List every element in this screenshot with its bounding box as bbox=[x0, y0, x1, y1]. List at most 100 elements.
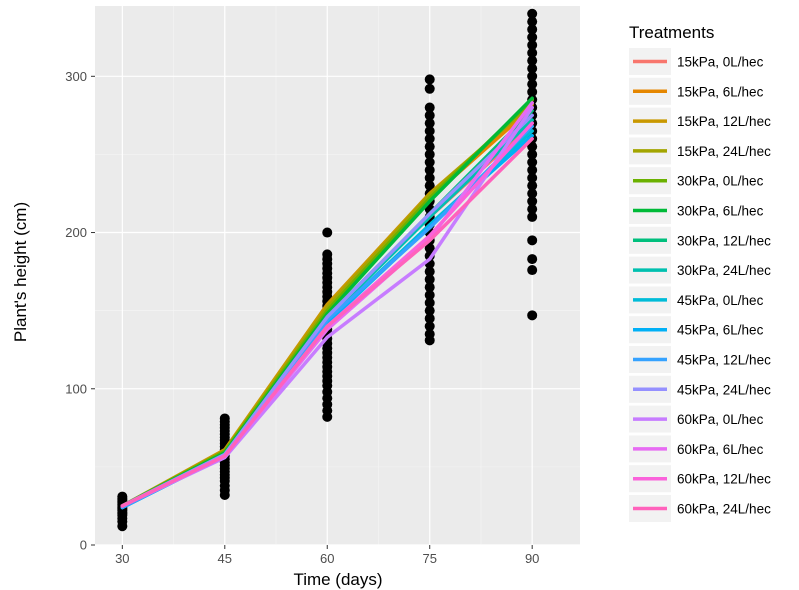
x-tick-label: 75 bbox=[422, 551, 436, 566]
observation-point bbox=[527, 180, 538, 191]
observation-point bbox=[527, 24, 538, 35]
legend-item: 60kPa, 12L/hec bbox=[629, 465, 771, 493]
observation-point bbox=[424, 274, 435, 285]
observation-point bbox=[424, 157, 435, 168]
observation-point bbox=[424, 266, 435, 277]
legend-label: 15kPa, 24L/hec bbox=[677, 144, 771, 159]
legend-item: 15kPa, 12L/hec bbox=[629, 107, 771, 135]
legend-label: 30kPa, 12L/hec bbox=[677, 233, 771, 248]
x-tick-label: 90 bbox=[525, 551, 539, 566]
legend-item: 45kPa, 0L/hec bbox=[629, 286, 764, 314]
x-tick-label: 45 bbox=[218, 551, 232, 566]
observation-point bbox=[527, 188, 538, 199]
observation-point bbox=[424, 165, 435, 176]
legend-item: 45kPa, 12L/hec bbox=[629, 346, 771, 373]
observation-point bbox=[527, 235, 538, 246]
legend-item: 15kPa, 0L/hec bbox=[629, 48, 764, 75]
legend-label: 15kPa, 0L/hec bbox=[677, 55, 764, 70]
observation-point bbox=[424, 149, 435, 160]
legend-item: 30kPa, 24L/hec bbox=[629, 256, 771, 284]
observation-point bbox=[424, 180, 435, 191]
panel-background bbox=[95, 6, 580, 545]
observation-point bbox=[527, 40, 538, 51]
x-tick-label: 60 bbox=[320, 551, 334, 566]
legend-label: 30kPa, 24L/hec bbox=[677, 263, 771, 278]
observation-point bbox=[424, 297, 435, 308]
y-tick-label: 300 bbox=[65, 69, 87, 84]
observation-point bbox=[527, 63, 538, 74]
observation-point bbox=[219, 413, 230, 424]
observation-point bbox=[424, 290, 435, 301]
observation-point bbox=[424, 74, 435, 85]
series-line bbox=[120, 137, 534, 508]
observation-point bbox=[527, 204, 538, 215]
x-tick-label: 30 bbox=[115, 551, 129, 566]
legend-label: 15kPa, 6L/hec bbox=[677, 84, 764, 99]
legend-label: 45kPa, 6L/hec bbox=[677, 323, 764, 338]
observation-point bbox=[424, 243, 435, 254]
legend-item: 15kPa, 6L/hec bbox=[629, 77, 764, 105]
observation-point bbox=[424, 102, 435, 113]
observation-point bbox=[527, 254, 538, 265]
legend-label: 60kPa, 24L/hec bbox=[677, 502, 771, 517]
observation-point bbox=[527, 211, 538, 222]
legend-label: 45kPa, 0L/hec bbox=[677, 293, 764, 308]
observation-point bbox=[424, 141, 435, 152]
observation-point bbox=[527, 165, 538, 176]
observation-point bbox=[527, 86, 538, 97]
legend-item: 60kPa, 24L/hec bbox=[629, 495, 771, 522]
observation-point bbox=[527, 16, 538, 27]
plot-panel bbox=[95, 6, 580, 546]
observation-point bbox=[322, 249, 333, 260]
legend-item: 30kPa, 6L/hec bbox=[629, 197, 764, 224]
observation-point bbox=[527, 265, 538, 276]
observation-point bbox=[322, 227, 333, 238]
legend-item: 15kPa, 24L/hec bbox=[629, 137, 771, 165]
observation-point bbox=[527, 8, 538, 19]
observation-point bbox=[424, 118, 435, 129]
y-tick-label: 0 bbox=[80, 538, 87, 553]
legend-label: 30kPa, 0L/hec bbox=[677, 174, 764, 189]
observation-point bbox=[424, 83, 435, 94]
legend-label: 60kPa, 0L/hec bbox=[677, 412, 764, 427]
observation-point bbox=[527, 71, 538, 82]
legend-item: 45kPa, 6L/hec bbox=[629, 316, 764, 344]
y-axis-title: Plant's height (cm) bbox=[11, 202, 30, 342]
legend-title: Treatments bbox=[629, 23, 714, 42]
observation-point bbox=[424, 305, 435, 316]
observation-point bbox=[424, 321, 435, 332]
legend-item: 30kPa, 12L/hec bbox=[629, 226, 771, 254]
observation-point bbox=[527, 79, 538, 90]
y-tick-label: 100 bbox=[65, 381, 87, 396]
observation-point bbox=[424, 110, 435, 121]
observation-point bbox=[527, 310, 538, 321]
legend-item: 45kPa, 24L/hec bbox=[629, 375, 771, 403]
legend: Treatments 15kPa, 0L/hec 15kPa, 6L/hec 15k… bbox=[629, 23, 771, 522]
observation-point bbox=[527, 32, 538, 43]
observation-point bbox=[424, 133, 435, 144]
observation-point bbox=[424, 125, 435, 136]
legend-label: 60kPa, 12L/hec bbox=[677, 472, 771, 487]
legend-label: 45kPa, 24L/hec bbox=[677, 382, 771, 397]
y-tick-label: 200 bbox=[65, 225, 87, 240]
observation-point bbox=[527, 141, 538, 152]
legend-label: 30kPa, 6L/hec bbox=[677, 204, 764, 219]
legend-item: 60kPa, 6L/hec bbox=[629, 435, 764, 463]
observation-point bbox=[424, 172, 435, 183]
observation-point bbox=[424, 313, 435, 324]
legend-label: 60kPa, 6L/hec bbox=[677, 442, 764, 457]
axes: 30 45 60 75 90 0 100 200 300 bbox=[65, 69, 539, 566]
observation-point bbox=[527, 172, 538, 183]
legend-label: 45kPa, 12L/hec bbox=[677, 353, 771, 368]
observation-point bbox=[527, 47, 538, 58]
observation-point bbox=[527, 196, 538, 207]
legend-item: 30kPa, 0L/hec bbox=[629, 167, 764, 195]
observation-point bbox=[527, 149, 538, 160]
legend-label: 15kPa, 12L/hec bbox=[677, 114, 771, 129]
legend-item: 60kPa, 0L/hec bbox=[629, 405, 764, 433]
x-axis-title: Time (days) bbox=[293, 570, 382, 589]
series-lines bbox=[120, 96, 534, 510]
observation-point bbox=[424, 329, 435, 340]
observation-point bbox=[117, 491, 128, 502]
